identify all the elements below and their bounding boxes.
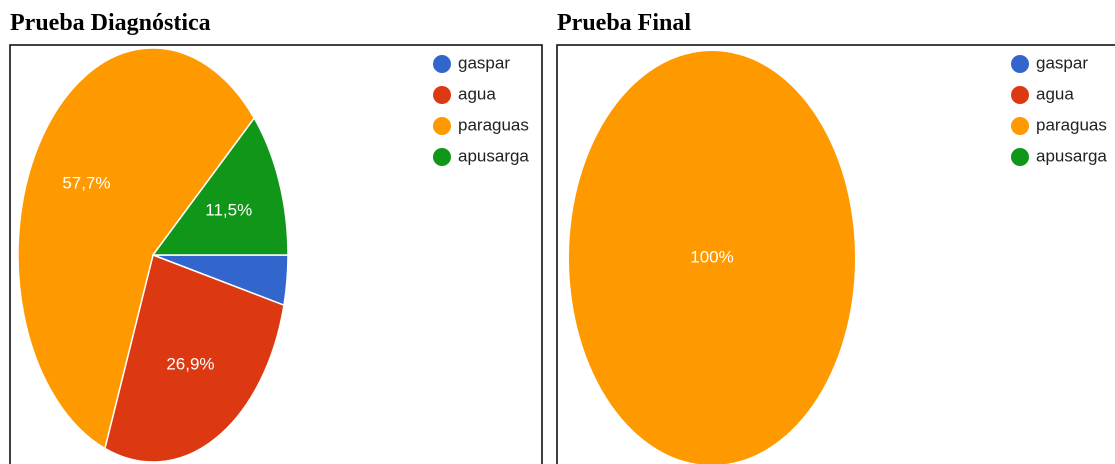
legend-label: agua — [458, 84, 496, 103]
legend-label: apusarga — [1036, 146, 1107, 165]
pie-slice — [104, 253, 285, 463]
legend-label: paraguas — [1036, 115, 1107, 134]
legend-label: gaspar — [1036, 53, 1088, 72]
legend-label: gaspar — [458, 53, 510, 72]
data-label: 26,9% — [166, 355, 214, 374]
pie-slice — [569, 51, 855, 464]
legend-swatch — [1011, 148, 1029, 166]
legend-swatch — [1011, 117, 1029, 135]
legend-swatch — [433, 86, 451, 104]
legend-swatch — [433, 148, 451, 166]
data-label: 57,7% — [62, 174, 110, 193]
pie-slice — [151, 116, 289, 256]
data-label: 100% — [690, 247, 733, 266]
frame — [9, 44, 543, 464]
frame — [556, 44, 1115, 464]
legend-label: apusarga — [458, 146, 529, 165]
legend-swatch — [1011, 55, 1029, 73]
legend-label: paraguas — [458, 115, 529, 134]
chart-title: Prueba Diagnóstica — [10, 10, 211, 36]
legend-swatch — [1011, 86, 1029, 104]
data-label: 11,5% — [205, 201, 252, 220]
chart-title: Prueba Final — [557, 10, 691, 36]
legend-swatch — [433, 55, 451, 73]
legend-label: agua — [1036, 84, 1074, 103]
pie-slice — [17, 47, 256, 450]
legend-swatch — [433, 117, 451, 135]
